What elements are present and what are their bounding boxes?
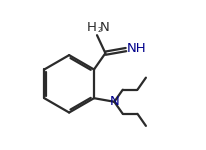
Text: NH: NH: [127, 42, 147, 56]
Text: H: H: [87, 21, 97, 34]
Text: $_2$: $_2$: [97, 25, 103, 35]
Text: N: N: [100, 21, 110, 34]
Text: N: N: [109, 95, 119, 108]
